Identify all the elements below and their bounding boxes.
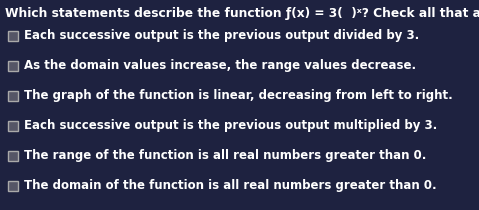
Text: The graph of the function is linear, decreasing from left to right.: The graph of the function is linear, dec… xyxy=(24,89,453,102)
Text: As the domain values increase, the range values decrease.: As the domain values increase, the range… xyxy=(24,59,416,72)
Text: Each successive output is the previous output multiplied by 3.: Each successive output is the previous o… xyxy=(24,119,437,133)
Text: The domain of the function is all real numbers greater than 0.: The domain of the function is all real n… xyxy=(24,180,437,193)
FancyBboxPatch shape xyxy=(8,121,18,131)
FancyBboxPatch shape xyxy=(8,61,18,71)
Text: The range of the function is all real numbers greater than 0.: The range of the function is all real nu… xyxy=(24,150,426,163)
FancyBboxPatch shape xyxy=(8,91,18,101)
Text: Which statements describe the function ƒ(x) = 3(  )ˣ? Check all that apply: Which statements describe the function ƒ… xyxy=(5,7,479,20)
Text: Each successive output is the previous output divided by 3.: Each successive output is the previous o… xyxy=(24,29,419,42)
FancyBboxPatch shape xyxy=(8,151,18,161)
FancyBboxPatch shape xyxy=(8,181,18,191)
FancyBboxPatch shape xyxy=(8,31,18,41)
